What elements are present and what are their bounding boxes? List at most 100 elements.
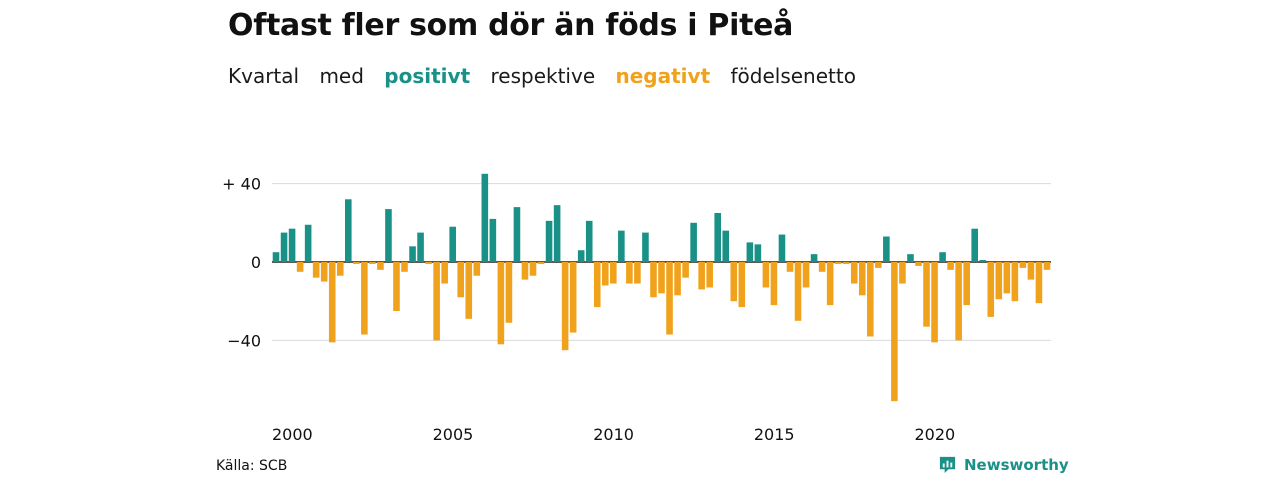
- chart-title: Oftast fler som dör än föds i Piteå: [228, 8, 794, 43]
- bar: [778, 234, 786, 262]
- bar: [272, 252, 280, 262]
- bar: [714, 213, 722, 262]
- bar: [529, 262, 537, 276]
- bar: [409, 246, 416, 262]
- bar: [939, 252, 946, 262]
- bar: [505, 262, 513, 323]
- source-note: Källa: SCB: [216, 458, 288, 474]
- bar: [449, 226, 456, 262]
- bar: [674, 262, 681, 296]
- bar: [304, 224, 312, 262]
- bar: [730, 262, 738, 302]
- newsworthy-logo-icon: [939, 456, 956, 474]
- bar: [497, 262, 505, 345]
- bar: [481, 173, 489, 262]
- y-tick-label: 0: [251, 253, 261, 272]
- bar: [987, 262, 995, 317]
- y-tick-label: −40: [227, 331, 261, 350]
- bar: [473, 262, 481, 276]
- bar: [1019, 262, 1027, 268]
- subtitle-negative-label: negativt: [615, 64, 711, 88]
- bar: [834, 262, 842, 264]
- bar: [457, 262, 465, 298]
- bar: [979, 260, 987, 262]
- bar: [626, 262, 633, 284]
- bar: [377, 262, 384, 270]
- subtitle-positive-label: positivt: [384, 64, 471, 88]
- bar: [722, 230, 730, 262]
- bar: [353, 262, 360, 264]
- bar: [923, 262, 930, 327]
- bar: [746, 242, 754, 262]
- bar: [875, 262, 882, 268]
- bar: [995, 262, 1003, 300]
- bar: [361, 262, 368, 335]
- bar: [947, 262, 954, 270]
- bar: [915, 262, 922, 266]
- bar: [296, 262, 304, 272]
- x-tick-label: 2015: [754, 425, 795, 444]
- bar: [802, 262, 810, 288]
- bar: [650, 262, 657, 298]
- bar: [907, 254, 914, 262]
- bar: [553, 205, 561, 262]
- bar: [585, 220, 593, 262]
- bar: [393, 262, 400, 311]
- bar: [465, 262, 473, 319]
- bar: [963, 262, 970, 306]
- bar: [385, 209, 392, 262]
- bar: [658, 262, 665, 294]
- y-tick-label: + 40: [222, 175, 261, 194]
- bar: [521, 262, 529, 280]
- bar: [561, 262, 569, 351]
- bar: [610, 262, 617, 284]
- brand-logo: Newsworthy: [938, 455, 1069, 474]
- bar: [867, 262, 874, 337]
- bar: [955, 262, 962, 341]
- bar: [312, 262, 320, 278]
- bar: [593, 262, 601, 308]
- bar: [818, 262, 826, 272]
- subtitle-word-med: med: [319, 64, 364, 88]
- bar: [850, 262, 858, 284]
- bar: [569, 262, 577, 333]
- bar: [1003, 262, 1011, 294]
- chart-subtitle: Kvartal med positivt respektive negativt…: [228, 64, 870, 88]
- bar: [320, 262, 328, 282]
- brand-name: Newsworthy: [964, 455, 1069, 474]
- bar: [417, 232, 424, 262]
- bar: [931, 262, 938, 343]
- bar: [513, 207, 521, 262]
- bar: [328, 262, 336, 343]
- bar: [288, 228, 296, 262]
- bar: [1011, 262, 1019, 302]
- bar: [754, 244, 762, 262]
- bar: [618, 230, 625, 262]
- bar: [642, 232, 649, 262]
- bar: [280, 232, 288, 262]
- bar: [858, 262, 866, 296]
- bar: [1027, 262, 1035, 280]
- x-tick-label: 2000: [272, 425, 313, 444]
- bar: [441, 262, 448, 284]
- bar: [762, 262, 770, 288]
- bar: [345, 199, 352, 262]
- bar: [577, 250, 585, 262]
- bar: [666, 262, 673, 335]
- bar: [433, 262, 440, 341]
- bar: [698, 262, 705, 290]
- bar: [489, 218, 497, 262]
- bar: [794, 262, 802, 321]
- bar: [891, 262, 898, 402]
- bar: [899, 262, 906, 284]
- subtitle-word-fodelsenetto: födelsenetto: [730, 64, 856, 88]
- bar: [883, 236, 890, 262]
- bar: [601, 262, 609, 286]
- bar: [336, 262, 344, 276]
- x-tick-label: 2010: [593, 425, 634, 444]
- x-tick-label: 2020: [914, 425, 955, 444]
- bar: [682, 262, 689, 278]
- bar: [738, 262, 746, 308]
- subtitle-word-kvartal: Kvartal: [228, 64, 300, 88]
